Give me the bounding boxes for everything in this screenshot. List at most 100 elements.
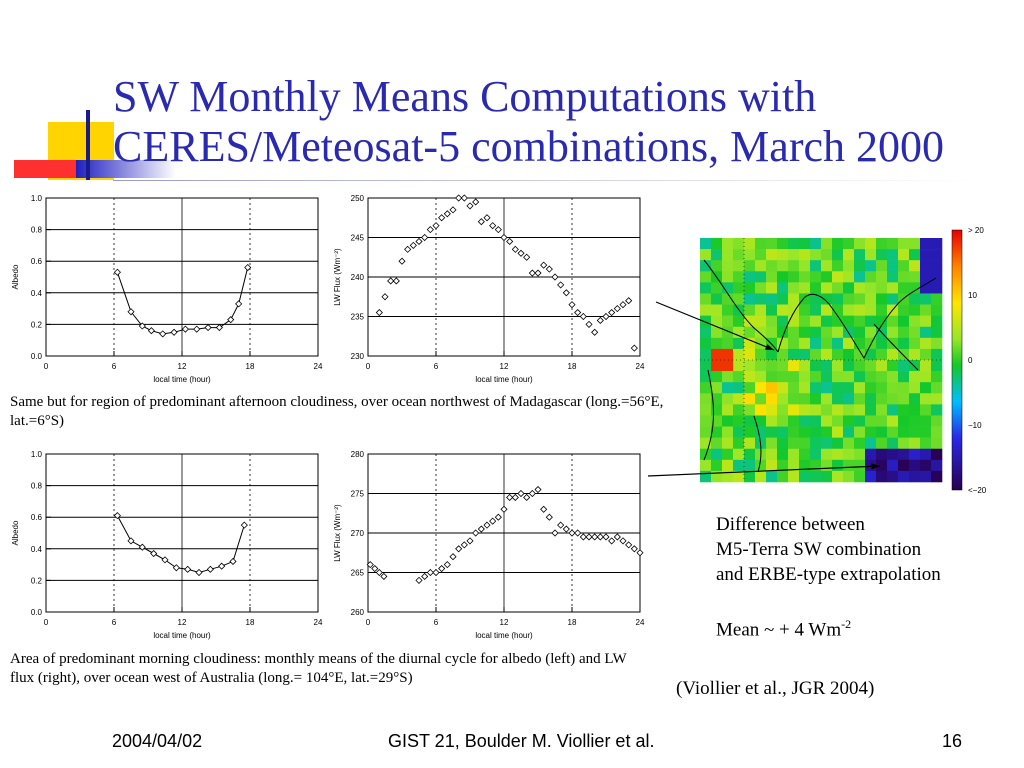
map-cell xyxy=(722,260,734,272)
map-cell xyxy=(854,448,866,461)
map-cell xyxy=(744,470,756,483)
map-cell xyxy=(799,448,811,461)
map-cell xyxy=(909,360,921,372)
map-cell xyxy=(898,249,910,261)
y-tick-label: 0.2 xyxy=(31,320,43,329)
data-point-marker xyxy=(489,222,497,230)
data-point-marker xyxy=(460,194,468,202)
map-cell xyxy=(766,437,778,450)
map-cell xyxy=(920,470,932,483)
data-point-marker xyxy=(540,261,548,269)
map-cell xyxy=(788,382,800,394)
map-cell xyxy=(931,304,943,316)
map-cell xyxy=(722,459,734,472)
map-cell xyxy=(854,437,866,450)
map-cell xyxy=(887,415,899,427)
map-cell xyxy=(843,337,855,350)
data-point-marker xyxy=(506,493,514,502)
map-cell xyxy=(843,371,855,383)
map-cell xyxy=(898,459,910,472)
y-axis-title: LW Flux (Wm⁻²) xyxy=(333,248,342,306)
map-cell xyxy=(766,382,778,394)
map-cell xyxy=(799,404,811,416)
map-cell xyxy=(832,393,844,405)
map-cell xyxy=(821,393,833,405)
data-point-marker xyxy=(477,218,485,226)
map-cell xyxy=(931,426,943,438)
data-point-marker xyxy=(443,210,451,218)
data-point-marker xyxy=(557,521,565,529)
x-tick-label: 6 xyxy=(434,362,439,371)
map-cell xyxy=(755,260,767,272)
data-point-marker xyxy=(409,241,417,249)
map-cell xyxy=(755,326,767,339)
data-point-marker xyxy=(371,564,379,573)
map-cell xyxy=(799,337,811,350)
map-cell xyxy=(887,404,899,416)
map-cell xyxy=(854,238,866,250)
deco-blue-gradient-bar xyxy=(76,160,176,178)
data-point-marker xyxy=(608,537,616,545)
map-cell xyxy=(733,404,745,416)
map-cell xyxy=(898,260,910,272)
map-cell xyxy=(887,249,899,261)
map-cell xyxy=(799,293,811,305)
map-cell xyxy=(810,282,822,294)
map-cell xyxy=(700,360,712,372)
data-point-marker xyxy=(392,277,400,285)
map-cell xyxy=(887,260,899,272)
map-cell xyxy=(832,448,844,461)
x-axis-title: local time (hour) xyxy=(475,375,533,384)
map-cell xyxy=(810,360,822,372)
map-cell xyxy=(887,238,899,250)
mean-value: Mean ~ + 4 Wm-2 xyxy=(716,612,941,642)
map-cell xyxy=(733,470,745,483)
map-cell xyxy=(920,348,932,361)
note-line-2: M5-Terra SW combination xyxy=(716,539,922,560)
map-cell xyxy=(876,348,888,361)
map-cell xyxy=(799,382,811,394)
map-cell xyxy=(920,382,932,394)
map-cell xyxy=(766,415,778,427)
data-point-marker xyxy=(426,226,434,234)
data-point-marker xyxy=(181,325,189,333)
map-cell xyxy=(788,415,800,427)
map-cell xyxy=(876,238,888,250)
x-tick-label: 0 xyxy=(366,362,371,371)
map-cell xyxy=(843,238,855,250)
y-tick-label: 0.6 xyxy=(31,257,43,266)
map-cell xyxy=(788,393,800,405)
x-tick-label: 0 xyxy=(44,362,49,371)
map-cell xyxy=(799,426,811,438)
map-cell xyxy=(700,371,712,383)
map-cell xyxy=(920,282,932,294)
map-cell xyxy=(887,282,899,294)
colorbar-label: 10 xyxy=(968,291,977,300)
map-cell xyxy=(700,459,712,472)
map-cell xyxy=(777,382,789,394)
map-cell xyxy=(865,326,877,339)
map-cell xyxy=(876,304,888,316)
map-cell xyxy=(799,393,811,405)
map-cell xyxy=(854,360,866,372)
map-cell xyxy=(755,393,767,405)
map-cell xyxy=(799,315,811,328)
footer-center: GIST 21, Boulder M. Viollier et al. xyxy=(388,731,655,751)
data-point-marker xyxy=(404,245,412,253)
y-tick-label: 275 xyxy=(351,490,365,499)
caption-bottom: Area of predominant morning cloudiness: … xyxy=(10,651,627,686)
map-cell xyxy=(865,337,877,350)
map-cell xyxy=(766,326,778,339)
map-cell xyxy=(733,426,745,438)
map-cell xyxy=(755,282,767,294)
map-cell xyxy=(777,470,789,483)
data-point-marker xyxy=(636,549,644,557)
map-cell xyxy=(711,249,723,261)
map-cell xyxy=(854,293,866,305)
data-point-marker xyxy=(443,561,451,569)
map-cell xyxy=(755,304,767,316)
y-axis-title: LW Flux (Wm⁻²) xyxy=(333,504,342,562)
y-tick-label: 245 xyxy=(351,234,365,243)
data-point-marker xyxy=(557,281,565,289)
map-cell xyxy=(898,404,910,416)
